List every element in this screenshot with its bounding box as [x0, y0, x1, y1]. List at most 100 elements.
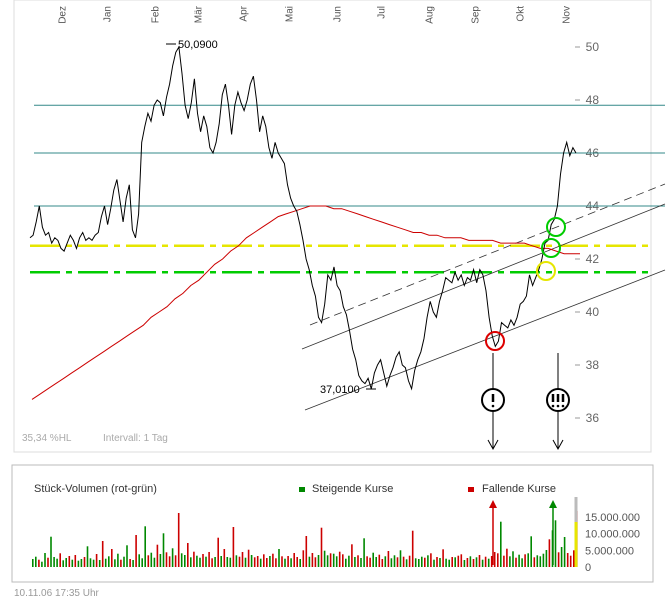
volume-bar	[554, 520, 557, 567]
volume-bar	[80, 559, 83, 567]
volume-bar	[539, 556, 542, 567]
volume-bar	[472, 559, 475, 567]
volume-bar	[442, 549, 444, 567]
volume-bar	[241, 552, 244, 567]
volume-bar	[104, 558, 107, 567]
volume-bar	[299, 559, 301, 567]
volume-bar	[320, 527, 323, 567]
volume-bar	[205, 556, 207, 567]
volume-axis-label: 0	[585, 562, 591, 574]
price-line	[29, 45, 577, 391]
volume-bar	[493, 552, 496, 567]
legend-falling-label: Fallende Kurse	[482, 483, 556, 495]
volume-bar	[32, 559, 34, 567]
volume-bar	[250, 555, 253, 567]
volume-bar	[323, 550, 326, 567]
volume-bar	[366, 556, 368, 567]
volume-bar	[238, 556, 241, 567]
month-label: Feb	[151, 6, 162, 24]
volume-bar	[384, 556, 387, 567]
volume-bar	[524, 554, 526, 567]
volume-bar	[357, 555, 359, 567]
volume-bar	[38, 559, 40, 567]
volume-bar	[463, 560, 466, 567]
volume-bar	[56, 558, 58, 567]
volume-bar	[217, 537, 219, 567]
footer-timestamp: 10.11.06 17:35 Uhr	[14, 588, 99, 599]
volume-bar	[50, 536, 52, 567]
volume-bar	[351, 544, 353, 567]
volume-bar	[451, 557, 453, 567]
volume-bar	[290, 558, 292, 567]
volume-bar	[500, 521, 502, 567]
volume-bar	[138, 554, 140, 567]
volume-bar	[381, 559, 384, 567]
price-axis-label: 42	[586, 252, 600, 266]
month-label: Aug	[425, 6, 436, 24]
volume-bar	[101, 541, 104, 567]
price-axis-label: 50	[586, 40, 600, 54]
volume-bar	[418, 559, 420, 567]
volume-bar	[348, 555, 350, 567]
volume-bar	[566, 553, 569, 567]
stats-interval: Intervall: 1 Tag	[103, 433, 168, 444]
volume-bar	[460, 554, 463, 567]
volume-bar	[399, 550, 402, 567]
volume-bar	[129, 559, 131, 567]
volume-bar	[515, 557, 517, 567]
volume-bar	[229, 557, 232, 567]
volume-bar	[378, 554, 381, 567]
volume-bar	[180, 553, 183, 567]
volume-bar	[305, 536, 308, 567]
volume-bar	[405, 559, 408, 567]
volume-bar	[408, 555, 411, 567]
volume-bar	[569, 555, 572, 567]
volume-bar	[223, 549, 226, 567]
volume-bar	[302, 550, 305, 567]
price-axis-label: 48	[586, 93, 600, 107]
volume-bar	[108, 556, 110, 567]
volume-bar	[506, 548, 508, 567]
volume-bar	[573, 550, 575, 567]
volume-bar	[211, 558, 213, 567]
volume-bar	[436, 557, 438, 567]
volume-bar	[126, 545, 128, 567]
volume-bar	[469, 556, 472, 567]
volume-bar	[308, 556, 311, 567]
volume-bar	[497, 553, 499, 567]
volume-bar	[342, 554, 344, 567]
volume-bar	[338, 551, 341, 567]
volume-bar	[335, 556, 338, 567]
volume-bar	[256, 556, 259, 567]
volume-bar	[293, 553, 295, 567]
month-label: Jul	[377, 6, 388, 19]
volume-bar	[266, 558, 268, 567]
price-axis-label: 40	[586, 305, 600, 319]
signal-markers	[481, 353, 570, 451]
volume-bar	[92, 559, 95, 567]
volume-bar	[278, 549, 280, 567]
volume-bar	[430, 553, 432, 567]
volume-bar	[232, 527, 235, 567]
volume-bar	[165, 552, 168, 567]
volume-axis-labels: 15.000.000 10.000.000 5.000.000 0	[489, 497, 640, 574]
volume-bar	[548, 539, 551, 567]
volume-bar	[147, 555, 150, 567]
volume-axis-label: 5.000.000	[585, 545, 634, 557]
volume-bar	[214, 557, 216, 567]
volume-bar	[193, 551, 195, 567]
volume-bar	[162, 533, 165, 567]
volume-bar	[83, 557, 86, 567]
volume-bar	[184, 555, 186, 567]
volume-bar	[439, 558, 441, 567]
volume-bar	[533, 557, 536, 567]
volume-bar	[89, 558, 92, 567]
price-axis-label: 36	[586, 411, 600, 425]
volume-bar	[199, 557, 201, 567]
volume-bar	[41, 561, 43, 567]
volume-bar	[360, 558, 362, 567]
volume-bar	[536, 555, 539, 567]
price-axis-label: 38	[586, 358, 600, 372]
volume-bar	[563, 537, 566, 567]
